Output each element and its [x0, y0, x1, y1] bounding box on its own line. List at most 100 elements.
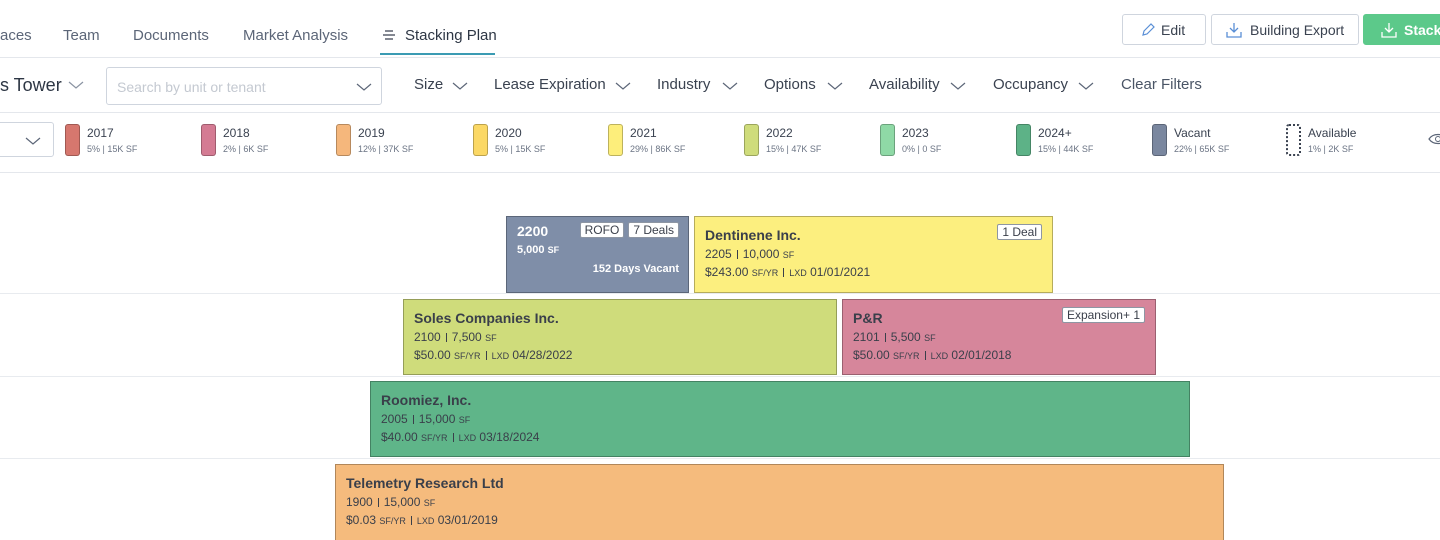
floor-divider [0, 458, 1440, 459]
active-tab[interactable]: Stacking Plan [405, 27, 497, 44]
clear-filters[interactable]: Clear Filters [1121, 76, 1202, 93]
expiration: 03/01/2019 [437, 513, 498, 527]
lease-unit[interactable]: Dentinene Inc. 2205 10,000 SF $243.00 SF/YR… [694, 216, 1053, 293]
lxd-label: LXD [789, 268, 807, 278]
expiration: 01/01/2021 [810, 265, 871, 279]
area: 7,500 [451, 330, 482, 344]
lease-unit[interactable]: Telemetry Research Ltd 1900 15,000 SF $0.03… [335, 464, 1224, 540]
lease-unit[interactable]: Soles Companies Inc. 2100 7,500 SF $50.00 S… [403, 299, 837, 375]
suite: 2005 [381, 412, 408, 426]
lxd-label: LXD [491, 351, 510, 361]
lease-terms: $50.00 SF/YR LXD 04/28/2022 [414, 348, 572, 362]
export-button[interactable]: Building Export [1211, 14, 1359, 45]
eye-icon[interactable] [1428, 132, 1440, 146]
legend-swatch [1152, 124, 1167, 156]
separator [377, 498, 379, 507]
tag[interactable]: Expansion+ 1 [1061, 307, 1145, 323]
suite: 2101 [853, 330, 880, 344]
button-label: Building Export [1250, 22, 1345, 38]
tags: 1 Deal [997, 224, 1042, 240]
tag[interactable]: ROFO [579, 222, 625, 238]
chevron [827, 82, 843, 90]
search-box[interactable]: Search by unit or tenant [106, 67, 382, 105]
unit-size: 2100 7,500 SF [414, 330, 497, 344]
unit-size: 2005 15,000 SF [381, 412, 470, 426]
lease-unit[interactable]: P&R 2101 5,500 SF $50.00 SF/YR LXD 02/01/201… [842, 299, 1156, 375]
tag[interactable]: 7 Deals [628, 222, 679, 238]
tab[interactable]: Documents [133, 27, 209, 44]
legend-detail: 12% | 37K SF [358, 144, 414, 154]
search-placeholder: Search by unit or tenant [117, 79, 266, 95]
legend-swatch [744, 124, 759, 156]
lease-terms: $40.00 SF/YR LXD 03/18/2024 [381, 430, 539, 444]
filter-dropdown[interactable]: Industry [657, 76, 711, 93]
chevron [452, 82, 468, 90]
legend-detail: 5% | 15K SF [495, 144, 546, 154]
lease-terms: $0.03 SF/YR LXD 03/01/2019 [346, 513, 498, 527]
lease-unit[interactable]: Roomiez, Inc. 2005 15,000 SF $40.00 SF/YR LX… [370, 381, 1190, 457]
area: 5,000 [517, 244, 545, 256]
legend-swatch [473, 124, 488, 156]
separator [736, 250, 738, 259]
separator [884, 333, 886, 342]
suite: 1900 [346, 495, 373, 509]
tab[interactable]: aces [0, 27, 32, 44]
tags: Expansion+ 1 [1061, 307, 1145, 323]
tags: ROFO 7 Deals [579, 222, 679, 238]
legend-swatch [336, 124, 351, 156]
legend-detail: 15% | 44K SF [1038, 144, 1094, 154]
legend-detail: 5% | 15K SF [87, 144, 138, 154]
legend-label: 2019 [358, 126, 385, 140]
tab-underline [380, 53, 495, 55]
suite: 2100 [414, 330, 441, 344]
edit-button[interactable]: Edit [1122, 14, 1206, 45]
separator [924, 351, 926, 360]
legend-label: 2018 [223, 126, 250, 140]
filter-dropdown[interactable]: Lease Expiration [494, 76, 606, 93]
suite: 2200 [517, 223, 549, 239]
separator [783, 268, 785, 277]
filter-dropdown[interactable]: Occupancy [993, 76, 1069, 93]
tenant-name: Dentinene Inc. [705, 227, 801, 243]
unit-size: 5,000 SF [517, 244, 559, 256]
unit-size: 2205 10,000 SF [705, 247, 794, 261]
separator [412, 415, 414, 424]
tab[interactable]: Market Analysis [243, 27, 349, 44]
separator [445, 333, 447, 342]
tenant-name: Soles Companies Inc. [414, 310, 559, 326]
unit-size: 1900 15,000 SF [346, 495, 435, 509]
area: 15,000 [418, 412, 456, 426]
rent-unit: SF/YR [893, 351, 920, 361]
legend-label: 2024+ [1038, 126, 1072, 140]
area-unit: SF [782, 250, 795, 260]
separator [452, 433, 454, 442]
legend-select[interactable] [0, 122, 54, 157]
legend-swatch [1286, 124, 1301, 156]
rent-unit: SF/YR [751, 268, 779, 278]
floor-divider [0, 376, 1440, 377]
tenant-name: Roomiez, Inc. [381, 392, 472, 408]
area-unit: SF [458, 415, 471, 425]
button-label: Stack [1404, 22, 1440, 38]
legend-label: 2017 [87, 126, 114, 140]
legend-swatch [880, 124, 895, 156]
lxd-label: LXD [458, 433, 477, 443]
filter-dropdown[interactable]: Availability [869, 76, 940, 93]
button-label: Edit [1161, 22, 1186, 38]
filter-dropdown[interactable]: Size [414, 76, 444, 93]
filter-dropdown[interactable]: Options [764, 76, 816, 93]
stack-icon [383, 30, 395, 40]
vacant-unit[interactable]: 2200 5,000 SF 152 Days Vacant ROFO 7 Deals [506, 216, 689, 293]
rent-unit: SF/YR [379, 516, 406, 526]
building-select[interactable]: s Tower [0, 75, 62, 95]
tenant-name: Telemetry Research Ltd [346, 475, 504, 491]
legend-detail: 29% | 86K SF [630, 144, 686, 154]
stacking-button[interactable]: Stack [1363, 14, 1440, 45]
area: 15,000 [383, 495, 421, 509]
tag[interactable]: 1 Deal [997, 224, 1042, 240]
legend-swatch [1016, 124, 1031, 156]
legend-label: Vacant [1174, 126, 1211, 140]
tab[interactable]: Team [63, 27, 100, 44]
chevron [722, 82, 738, 90]
